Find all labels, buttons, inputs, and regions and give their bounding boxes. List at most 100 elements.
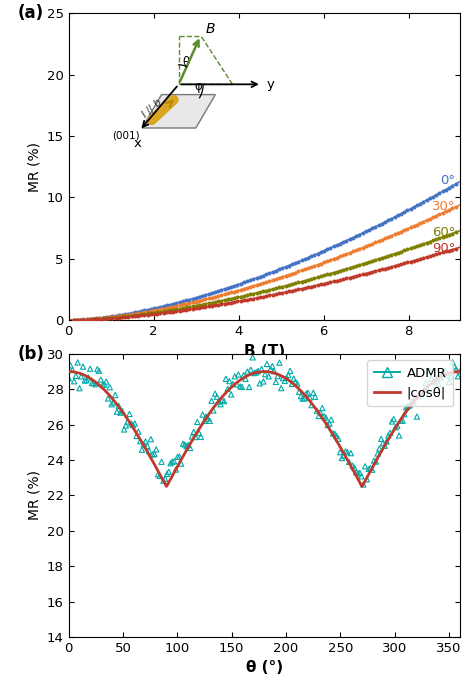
Point [368, 255, 376, 266]
Point [310, 260, 318, 271]
Point [259, 286, 267, 297]
Point [167, 458, 174, 468]
Point [253, 272, 260, 283]
Point [417, 239, 424, 250]
Point [448, 203, 456, 214]
Point [415, 391, 422, 402]
Point [230, 286, 238, 297]
Point [413, 241, 421, 251]
Point [205, 301, 212, 312]
Point [201, 301, 209, 312]
Point [183, 441, 191, 452]
Point [413, 219, 421, 230]
Point [272, 266, 280, 276]
Point [426, 214, 434, 224]
Point [260, 376, 267, 387]
Point [173, 298, 180, 309]
Point [436, 188, 443, 199]
Point [286, 365, 294, 376]
Point [83, 314, 91, 325]
Point [292, 284, 299, 295]
Point [156, 301, 164, 312]
Point [322, 412, 329, 423]
Point [447, 371, 455, 382]
Point [80, 314, 87, 325]
Point [192, 293, 200, 303]
Point [267, 363, 274, 374]
Point [128, 418, 135, 429]
Point [274, 371, 282, 381]
Point [284, 369, 292, 380]
Point [407, 204, 414, 214]
Point [392, 422, 399, 433]
Point [237, 278, 245, 289]
Point [106, 382, 114, 393]
Point [234, 292, 241, 303]
Point [445, 245, 453, 256]
Point [221, 295, 228, 305]
Point [234, 285, 241, 296]
Point [120, 424, 128, 435]
Point [407, 256, 414, 267]
Point [406, 400, 414, 410]
Point [283, 372, 291, 383]
Point [311, 392, 319, 402]
Point [166, 305, 174, 315]
Point [189, 303, 196, 314]
Point [374, 448, 382, 459]
Point [173, 301, 180, 311]
Point [390, 414, 398, 425]
Point [281, 375, 289, 386]
Point [73, 315, 81, 326]
Point [272, 274, 280, 284]
Point [144, 309, 151, 320]
Point [356, 243, 363, 254]
Point [102, 313, 109, 324]
Point [86, 314, 94, 325]
Point [394, 210, 401, 221]
Point [176, 297, 183, 307]
Point [134, 309, 142, 320]
Point [353, 467, 360, 478]
Point [423, 237, 430, 248]
Point [254, 365, 262, 376]
Point [240, 290, 247, 301]
Point [397, 246, 405, 257]
Point [449, 357, 456, 368]
Point [299, 393, 306, 404]
Point [105, 312, 113, 323]
Point [163, 305, 171, 316]
Point [361, 461, 369, 472]
Point [144, 308, 151, 319]
Point [326, 418, 333, 429]
Point [128, 310, 136, 321]
Point [339, 274, 347, 284]
Point [214, 296, 222, 307]
Point [76, 315, 84, 326]
Point [199, 409, 207, 420]
Point [231, 371, 238, 381]
Point [125, 309, 132, 320]
Point [121, 310, 129, 321]
Point [368, 223, 376, 234]
Point [302, 388, 310, 399]
Point [356, 229, 363, 240]
Point [327, 268, 334, 279]
Point [83, 314, 91, 325]
Point [365, 268, 373, 278]
Point [112, 313, 119, 324]
Point [317, 247, 325, 257]
Point [163, 307, 171, 317]
Point [399, 415, 406, 426]
Point [189, 293, 196, 304]
Point [115, 312, 122, 323]
Point [349, 460, 356, 471]
Point [99, 313, 107, 324]
Point [372, 456, 380, 467]
Point [438, 369, 446, 379]
Point [70, 315, 78, 326]
Point [454, 371, 462, 381]
Point [105, 313, 113, 324]
Point [282, 270, 289, 281]
Point [391, 248, 398, 259]
